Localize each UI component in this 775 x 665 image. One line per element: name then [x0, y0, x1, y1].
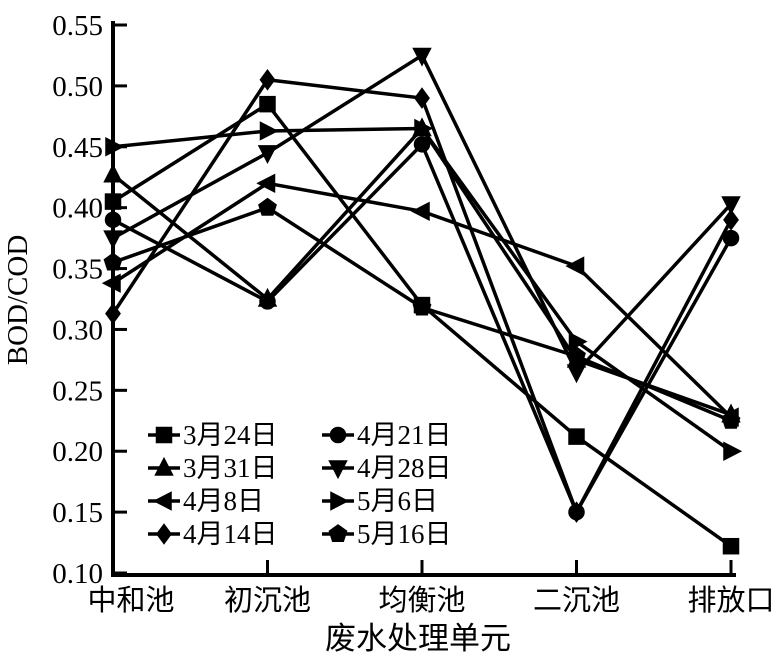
- x-tick-label: 二沉池: [533, 584, 620, 617]
- square-marker-icon: [155, 426, 173, 444]
- circle-marker-icon: [259, 293, 276, 310]
- pentagon-marker-icon: [328, 524, 348, 543]
- x-tick-label: 排放口: [687, 584, 774, 617]
- y-tick-label: 0.20: [52, 436, 103, 468]
- y-tick-label: 0.30: [52, 314, 103, 346]
- pentagon-marker-icon: [567, 346, 586, 365]
- legend-item: 4月14日: [148, 519, 278, 549]
- y-tick-label: 0.55: [52, 10, 103, 42]
- triangle-left-marker-icon: [152, 491, 172, 511]
- legend-label: 3月31日: [183, 453, 278, 483]
- y-tick-label: 0.35: [52, 254, 103, 286]
- x-tick-label: 中和池: [87, 584, 174, 617]
- triangle-right-marker-icon: [414, 118, 434, 139]
- legend-item: 4月28日: [322, 453, 452, 483]
- circle-marker-icon: [329, 426, 347, 444]
- y-tick-label: 0.40: [52, 193, 103, 225]
- pentagon-marker-icon: [258, 197, 277, 216]
- legend-item: 5月16日: [322, 519, 452, 549]
- triangle-left-marker-icon: [256, 173, 276, 194]
- diamond-marker-icon: [105, 302, 121, 325]
- series-pentagon: [103, 197, 741, 429]
- series-triangle-down: [103, 47, 741, 384]
- y-tick-labels: 0.10 0.15 0.20 0.25 0.30 0.35 0.40 0.45 0.50 0.55: [52, 10, 103, 590]
- pentagon-marker-icon: [103, 252, 123, 271]
- legend-label: 3月24日: [183, 420, 278, 450]
- axes: [111, 21, 736, 577]
- pentagon-marker-icon: [721, 410, 741, 429]
- square-marker-icon: [259, 95, 276, 113]
- legend-label: 4月28日: [357, 453, 452, 483]
- legend-label: 5月6日: [357, 486, 438, 516]
- pentagon-marker-icon: [412, 297, 432, 316]
- triangle-right-marker-icon: [568, 331, 588, 352]
- legend-item: 3月24日: [148, 420, 278, 450]
- circle-marker-icon: [413, 136, 431, 153]
- triangle-left-marker-icon: [565, 256, 585, 276]
- legend-item: 3月31日: [148, 453, 278, 483]
- y-tick-label: 0.45: [52, 132, 103, 164]
- legend-label: 4月14日: [183, 519, 278, 549]
- series-circle: [104, 136, 740, 521]
- x-axis-title: 废水处理单元: [325, 621, 511, 656]
- triangle-left-marker-icon: [101, 273, 121, 293]
- circle-marker-icon: [568, 503, 585, 521]
- triangle-down-marker-icon: [721, 196, 741, 216]
- legend-label: 4月21日: [357, 420, 452, 450]
- y-tick-label: 0.10: [52, 558, 103, 590]
- triangle-left-marker-icon: [410, 201, 430, 222]
- triangle-down-marker-icon: [103, 230, 123, 250]
- diamond-marker-icon: [414, 87, 430, 109]
- triangle-right-marker-icon: [330, 491, 350, 511]
- circle-marker-icon: [722, 229, 740, 247]
- triangle-right-marker-icon: [259, 121, 279, 141]
- legend-label: 4月8日: [183, 486, 264, 516]
- circle-marker-icon: [104, 211, 122, 229]
- triangle-down-marker-icon: [412, 47, 432, 67]
- square-marker-icon: [722, 537, 740, 555]
- y-tick-label: 0.50: [52, 71, 103, 103]
- x-tick-labels: 中和池 初沉池 均衡池 二沉池 排放口: [87, 584, 774, 617]
- legend-item: 5月6日: [322, 486, 438, 516]
- triangle-up-marker-icon: [103, 163, 123, 183]
- triangle-down-marker-icon: [566, 364, 587, 384]
- triangle-right-marker-icon: [723, 441, 743, 461]
- diamond-marker-icon: [723, 209, 739, 231]
- square-marker-icon: [104, 193, 122, 210]
- series-triangle-right: [105, 118, 743, 461]
- diamond-marker-icon: [156, 523, 172, 545]
- legend-item: 4月21日: [322, 420, 452, 450]
- legend-item: 4月8日: [148, 486, 264, 516]
- diamond-marker-icon: [259, 69, 276, 91]
- square-marker-icon: [568, 428, 585, 445]
- y-tick-label: 0.15: [52, 497, 103, 529]
- triangle-up-marker-icon: [154, 456, 174, 476]
- x-tick-label: 初沉池: [224, 584, 311, 617]
- legend-label: 5月16日: [357, 519, 452, 549]
- y-tick-label: 0.25: [52, 375, 103, 407]
- triangle-right-marker-icon: [105, 137, 125, 157]
- triangle-down-marker-icon: [257, 145, 278, 165]
- y-axis-title: BOD/COD: [2, 235, 34, 366]
- x-tick-label: 均衡池: [378, 584, 465, 617]
- triangle-down-marker-icon: [328, 460, 348, 480]
- series-triangle-up: [103, 117, 741, 423]
